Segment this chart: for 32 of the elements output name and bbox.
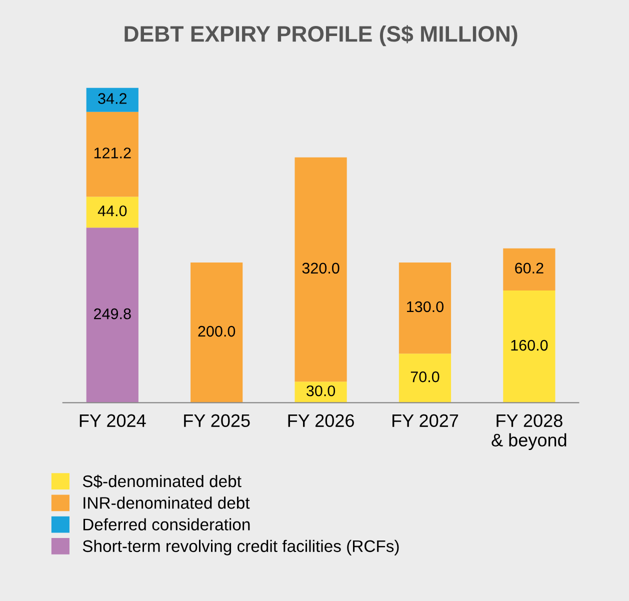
legend-label: S$-denominated debt <box>82 474 242 488</box>
legend-label: Short-term revolving credit facilities (RCFs) <box>82 540 399 556</box>
x-tick-label: FY 2026 <box>288 414 354 428</box>
data-label: 30.0 <box>306 385 336 396</box>
x-tick-label: FY 2024 <box>80 414 146 428</box>
bar <box>86 88 138 112</box>
chart-title: DEBT EXPIRY PROFILE (S$ MILLION) <box>124 25 518 46</box>
legend-label: INR-denominated debt <box>84 496 250 509</box>
bar <box>86 228 138 403</box>
bar <box>86 196 138 228</box>
bar <box>190 262 243 403</box>
data-label: 200.0 <box>198 326 236 337</box>
bar <box>86 112 138 197</box>
bar <box>294 382 347 403</box>
x-tick-label: FY 2028 & beyond <box>492 414 566 450</box>
legend-label: Deferred consideration <box>83 518 250 530</box>
data-label: 44.0 <box>98 205 127 216</box>
data-label: 160.0 <box>511 340 548 351</box>
data-label: 60.2 <box>515 262 544 274</box>
x-tick-label: FY 2027 <box>392 414 458 428</box>
data-label: 34.2 <box>98 93 126 104</box>
x-tick-label: FY 2025 <box>184 414 250 428</box>
bar <box>398 262 452 354</box>
bar <box>503 290 556 403</box>
data-label: 130.0 <box>407 301 444 312</box>
bar <box>503 248 556 291</box>
data-label: 249.8 <box>94 308 131 320</box>
bar <box>398 354 452 403</box>
data-label: 70.0 <box>410 371 440 382</box>
bar <box>294 157 347 382</box>
data-label: 320.0 <box>302 262 340 274</box>
data-label: 121.2 <box>94 148 131 158</box>
